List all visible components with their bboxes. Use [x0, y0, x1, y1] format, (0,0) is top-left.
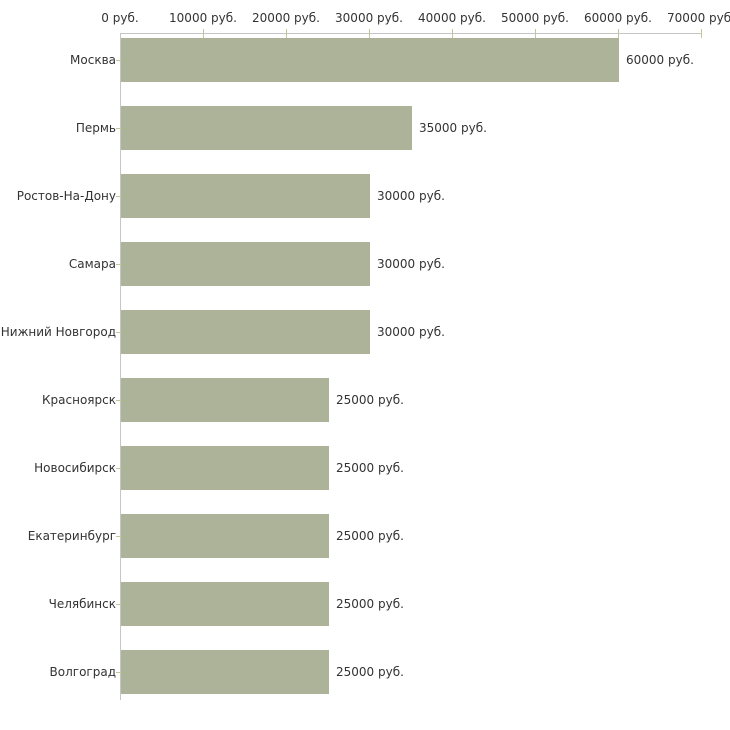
- x-axis-tick-label: 20000 руб.: [252, 11, 320, 25]
- y-axis-tick: [116, 332, 124, 333]
- bar: [121, 242, 370, 286]
- category-label: Самара: [68, 257, 116, 271]
- x-axis-tick-label: 40000 руб.: [418, 11, 486, 25]
- category-label: Ростов-На-Дону: [16, 189, 116, 203]
- x-axis-tick-label: 70000 руб.: [667, 11, 730, 25]
- bar: [121, 310, 370, 354]
- x-axis-tick: [286, 29, 287, 38]
- category-label: Нижний Новгород: [0, 325, 116, 339]
- category-label: Новосибирск: [34, 461, 116, 475]
- bar: [121, 446, 329, 490]
- value-label: 25000 руб.: [336, 665, 404, 679]
- bar: [121, 174, 370, 218]
- x-axis-tick: [369, 29, 370, 38]
- category-label: Москва: [70, 53, 116, 67]
- value-label: 25000 руб.: [336, 529, 404, 543]
- bar: [121, 514, 329, 558]
- y-axis-tick: [116, 128, 124, 129]
- y-axis-line: [120, 33, 121, 700]
- x-axis-tick: [203, 29, 204, 38]
- y-axis-tick: [116, 264, 124, 265]
- x-axis-tick: [618, 29, 619, 38]
- value-label: 25000 руб.: [336, 461, 404, 475]
- y-axis-tick: [116, 672, 124, 673]
- bar: [121, 650, 329, 694]
- x-axis-tick-label: 10000 руб.: [169, 11, 237, 25]
- category-label: Красноярск: [42, 393, 116, 407]
- y-axis-tick: [116, 400, 124, 401]
- category-label: Волгоград: [49, 665, 116, 679]
- y-axis-tick: [116, 536, 124, 537]
- y-axis-tick: [116, 604, 124, 605]
- bar: [121, 582, 329, 626]
- value-label: 30000 руб.: [377, 325, 445, 339]
- x-axis-tick-label: 50000 руб.: [501, 11, 569, 25]
- category-label: Челябинск: [48, 597, 116, 611]
- value-label: 35000 руб.: [419, 121, 487, 135]
- value-label: 30000 руб.: [377, 257, 445, 271]
- y-axis-tick: [116, 60, 124, 61]
- y-axis-tick: [116, 196, 124, 197]
- x-axis-tick-label: 60000 руб.: [584, 11, 652, 25]
- x-axis-tick: [701, 29, 702, 38]
- x-axis-tick-label: 0 руб.: [101, 11, 139, 25]
- x-axis-tick: [535, 29, 536, 38]
- category-label: Пермь: [75, 121, 116, 135]
- bar: [121, 378, 329, 422]
- bar: [121, 106, 412, 150]
- value-label: 25000 руб.: [336, 393, 404, 407]
- value-label: 25000 руб.: [336, 597, 404, 611]
- y-axis-tick: [116, 468, 124, 469]
- value-label: 30000 руб.: [377, 189, 445, 203]
- x-axis-tick: [452, 29, 453, 38]
- x-axis-line: [120, 33, 701, 34]
- x-axis-tick-label: 30000 руб.: [335, 11, 403, 25]
- value-label: 60000 руб.: [626, 53, 694, 67]
- category-label: Екатеринбург: [27, 529, 116, 543]
- bar: [121, 38, 619, 82]
